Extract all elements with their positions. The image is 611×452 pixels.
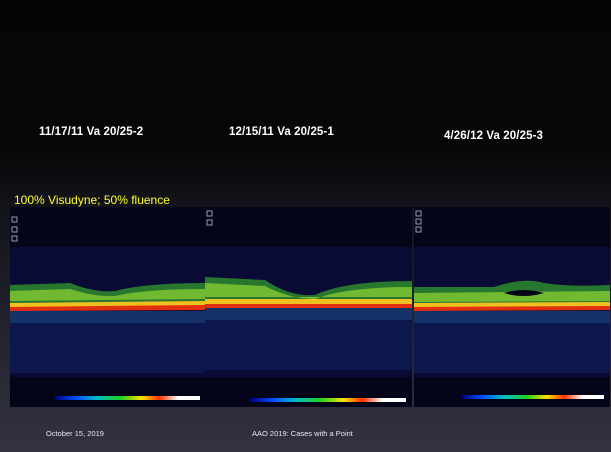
- oct-scan-2: [205, 207, 412, 407]
- oct-scan-3-image: [414, 207, 610, 407]
- oct-scan-2-image: [205, 207, 412, 407]
- scan-date-label-1: 11/17/11 Va 20/25-2: [39, 126, 144, 138]
- scan-date-label-3: 4/26/12 Va 20/25-3: [444, 130, 543, 142]
- footer-title: AAO 2019: Cases with a Point: [252, 429, 353, 438]
- scan-date-label-2: 12/15/11 Va 20/25-1: [229, 126, 334, 138]
- oct-scan-3: [414, 207, 610, 407]
- oct-scan-1: [10, 207, 205, 407]
- footer-date: October 15, 2019: [46, 429, 104, 438]
- treatment-note: 100% Visudyne; 50% fluence: [14, 193, 170, 207]
- oct-scan-1-image: [10, 207, 205, 407]
